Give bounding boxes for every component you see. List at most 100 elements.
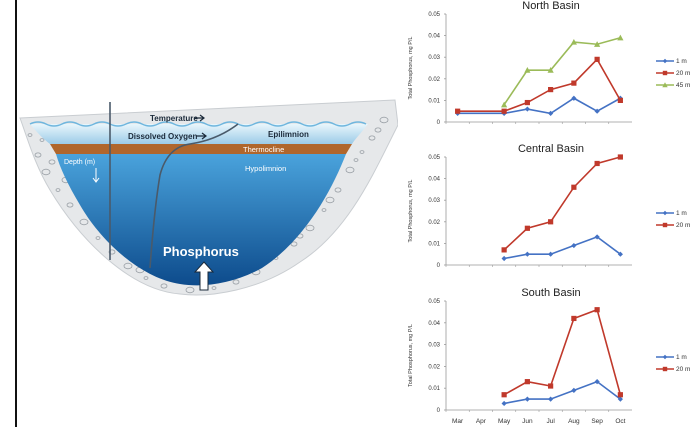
data-point <box>455 108 461 114</box>
y-tick-label: 0 <box>437 120 441 126</box>
chart-title: North Basin <box>522 0 579 12</box>
legend-swatch-marker <box>662 70 668 76</box>
lake-bed-pebbles <box>27 116 389 294</box>
y-tick-label: 0.02 <box>428 220 440 226</box>
data-point <box>548 251 554 257</box>
x-tick-label: Apr <box>476 418 487 425</box>
oxygen-arrow-icon <box>196 132 207 140</box>
x-tick-label: May <box>498 418 511 425</box>
hypolimnion-layer <box>56 154 346 286</box>
series-line <box>457 58 622 112</box>
epilimnion-layer <box>30 124 368 144</box>
epilimnion-label: Epilimnion <box>268 130 309 139</box>
pebble <box>27 133 33 137</box>
legend-swatch-marker <box>662 354 668 360</box>
left-frame-border <box>15 0 17 427</box>
pebble <box>160 283 168 289</box>
phosphorus-label: Phosphorus <box>163 244 239 259</box>
data-point <box>501 400 507 407</box>
lake-stratification-diagram: Temperature Dissolved Oxygen Epilimnion … <box>19 99 398 296</box>
data-point <box>571 80 577 86</box>
chart-central-basin: Central Basin Total Phosphorus, mg P/L 0 0.… <box>398 138 695 276</box>
pebble <box>305 224 315 232</box>
y-axis-label: Total Phosphorus, mg P/L <box>408 37 414 100</box>
legend-swatch-marker <box>662 366 668 372</box>
pebble <box>39 138 45 142</box>
data-point <box>548 219 554 225</box>
thermocline-label: Thermocline <box>243 145 284 154</box>
y-axis-label: Total Phosphorus, mg P/L <box>408 324 414 387</box>
pebble <box>108 249 116 255</box>
legend-label: 1 m <box>676 210 687 217</box>
y-tick-label: 0 <box>437 263 441 269</box>
y-tick-label: 0.01 <box>428 241 440 247</box>
y-tick-label: 0.04 <box>428 321 440 327</box>
pebble <box>345 166 355 174</box>
pebble <box>232 279 240 285</box>
data-point <box>501 255 507 262</box>
legend-label: 45 m <box>676 82 690 89</box>
y-tick-label: 0.01 <box>428 386 440 392</box>
data-point <box>501 247 507 253</box>
x-tick-label: Jul <box>546 418 555 425</box>
data-point <box>570 38 577 45</box>
data-point <box>617 34 624 41</box>
y-tick-label: 0.05 <box>428 155 440 161</box>
data-point <box>617 392 623 398</box>
hypolimnion-label: Hypolimnion <box>245 164 286 173</box>
pebble <box>321 208 327 212</box>
x-tick-label: Aug <box>568 418 580 425</box>
data-point <box>571 242 577 249</box>
depth-label: Depth (m) <box>64 159 95 166</box>
phosphorus-up-arrow-icon <box>193 261 215 291</box>
y-tick-label: 0.03 <box>428 343 440 349</box>
data-point <box>524 225 530 231</box>
data-point <box>501 392 507 398</box>
pebble <box>368 135 376 141</box>
pebble <box>41 168 51 176</box>
legend-swatch-marker <box>662 210 668 216</box>
data-point <box>548 110 554 116</box>
data-point <box>594 56 600 62</box>
x-tick-label: Jun <box>522 418 533 425</box>
chart-title: Central Basin <box>518 143 584 155</box>
data-point <box>594 41 601 47</box>
series-line <box>503 308 622 396</box>
data-point <box>594 234 600 240</box>
data-point <box>548 396 554 402</box>
data-point <box>524 396 530 402</box>
temperature-label: Temperature <box>150 114 198 123</box>
data-point <box>524 251 530 257</box>
data-point <box>594 108 600 114</box>
pebble <box>374 127 382 133</box>
y-tick-label: 0.04 <box>428 34 440 40</box>
pebble <box>48 159 56 165</box>
thermocline-layer <box>50 144 352 154</box>
data-point <box>571 387 577 393</box>
chart-north-basin: North Basin Total Phosphorus, mg P/L 0 0.01… <box>398 0 695 138</box>
pebble <box>95 236 101 240</box>
pebble <box>325 196 335 204</box>
temperature-arrow-icon <box>194 114 205 122</box>
data-point <box>594 307 600 313</box>
x-tick-label: Sep <box>591 418 603 425</box>
data-point <box>524 99 530 106</box>
legend-label: 1 m <box>676 354 687 361</box>
data-point <box>547 67 554 73</box>
data-point <box>501 101 508 108</box>
y-tick-label: 0.04 <box>428 177 440 183</box>
data-point <box>524 67 531 73</box>
chart-south-basin: South Basin Total Phosphorus, mg P/L 0 0.01… <box>398 283 695 427</box>
pebble <box>34 152 42 158</box>
pebble <box>334 187 342 193</box>
series-line <box>503 236 621 260</box>
data-point <box>594 160 600 167</box>
data-point <box>524 106 530 112</box>
legend-swatch-marker <box>662 222 668 228</box>
pebble <box>379 116 389 124</box>
data-point <box>571 315 577 322</box>
series-line <box>503 36 621 106</box>
y-tick-label: 0.02 <box>428 77 440 83</box>
legend-swatch-marker <box>662 82 668 88</box>
data-point <box>571 184 577 190</box>
